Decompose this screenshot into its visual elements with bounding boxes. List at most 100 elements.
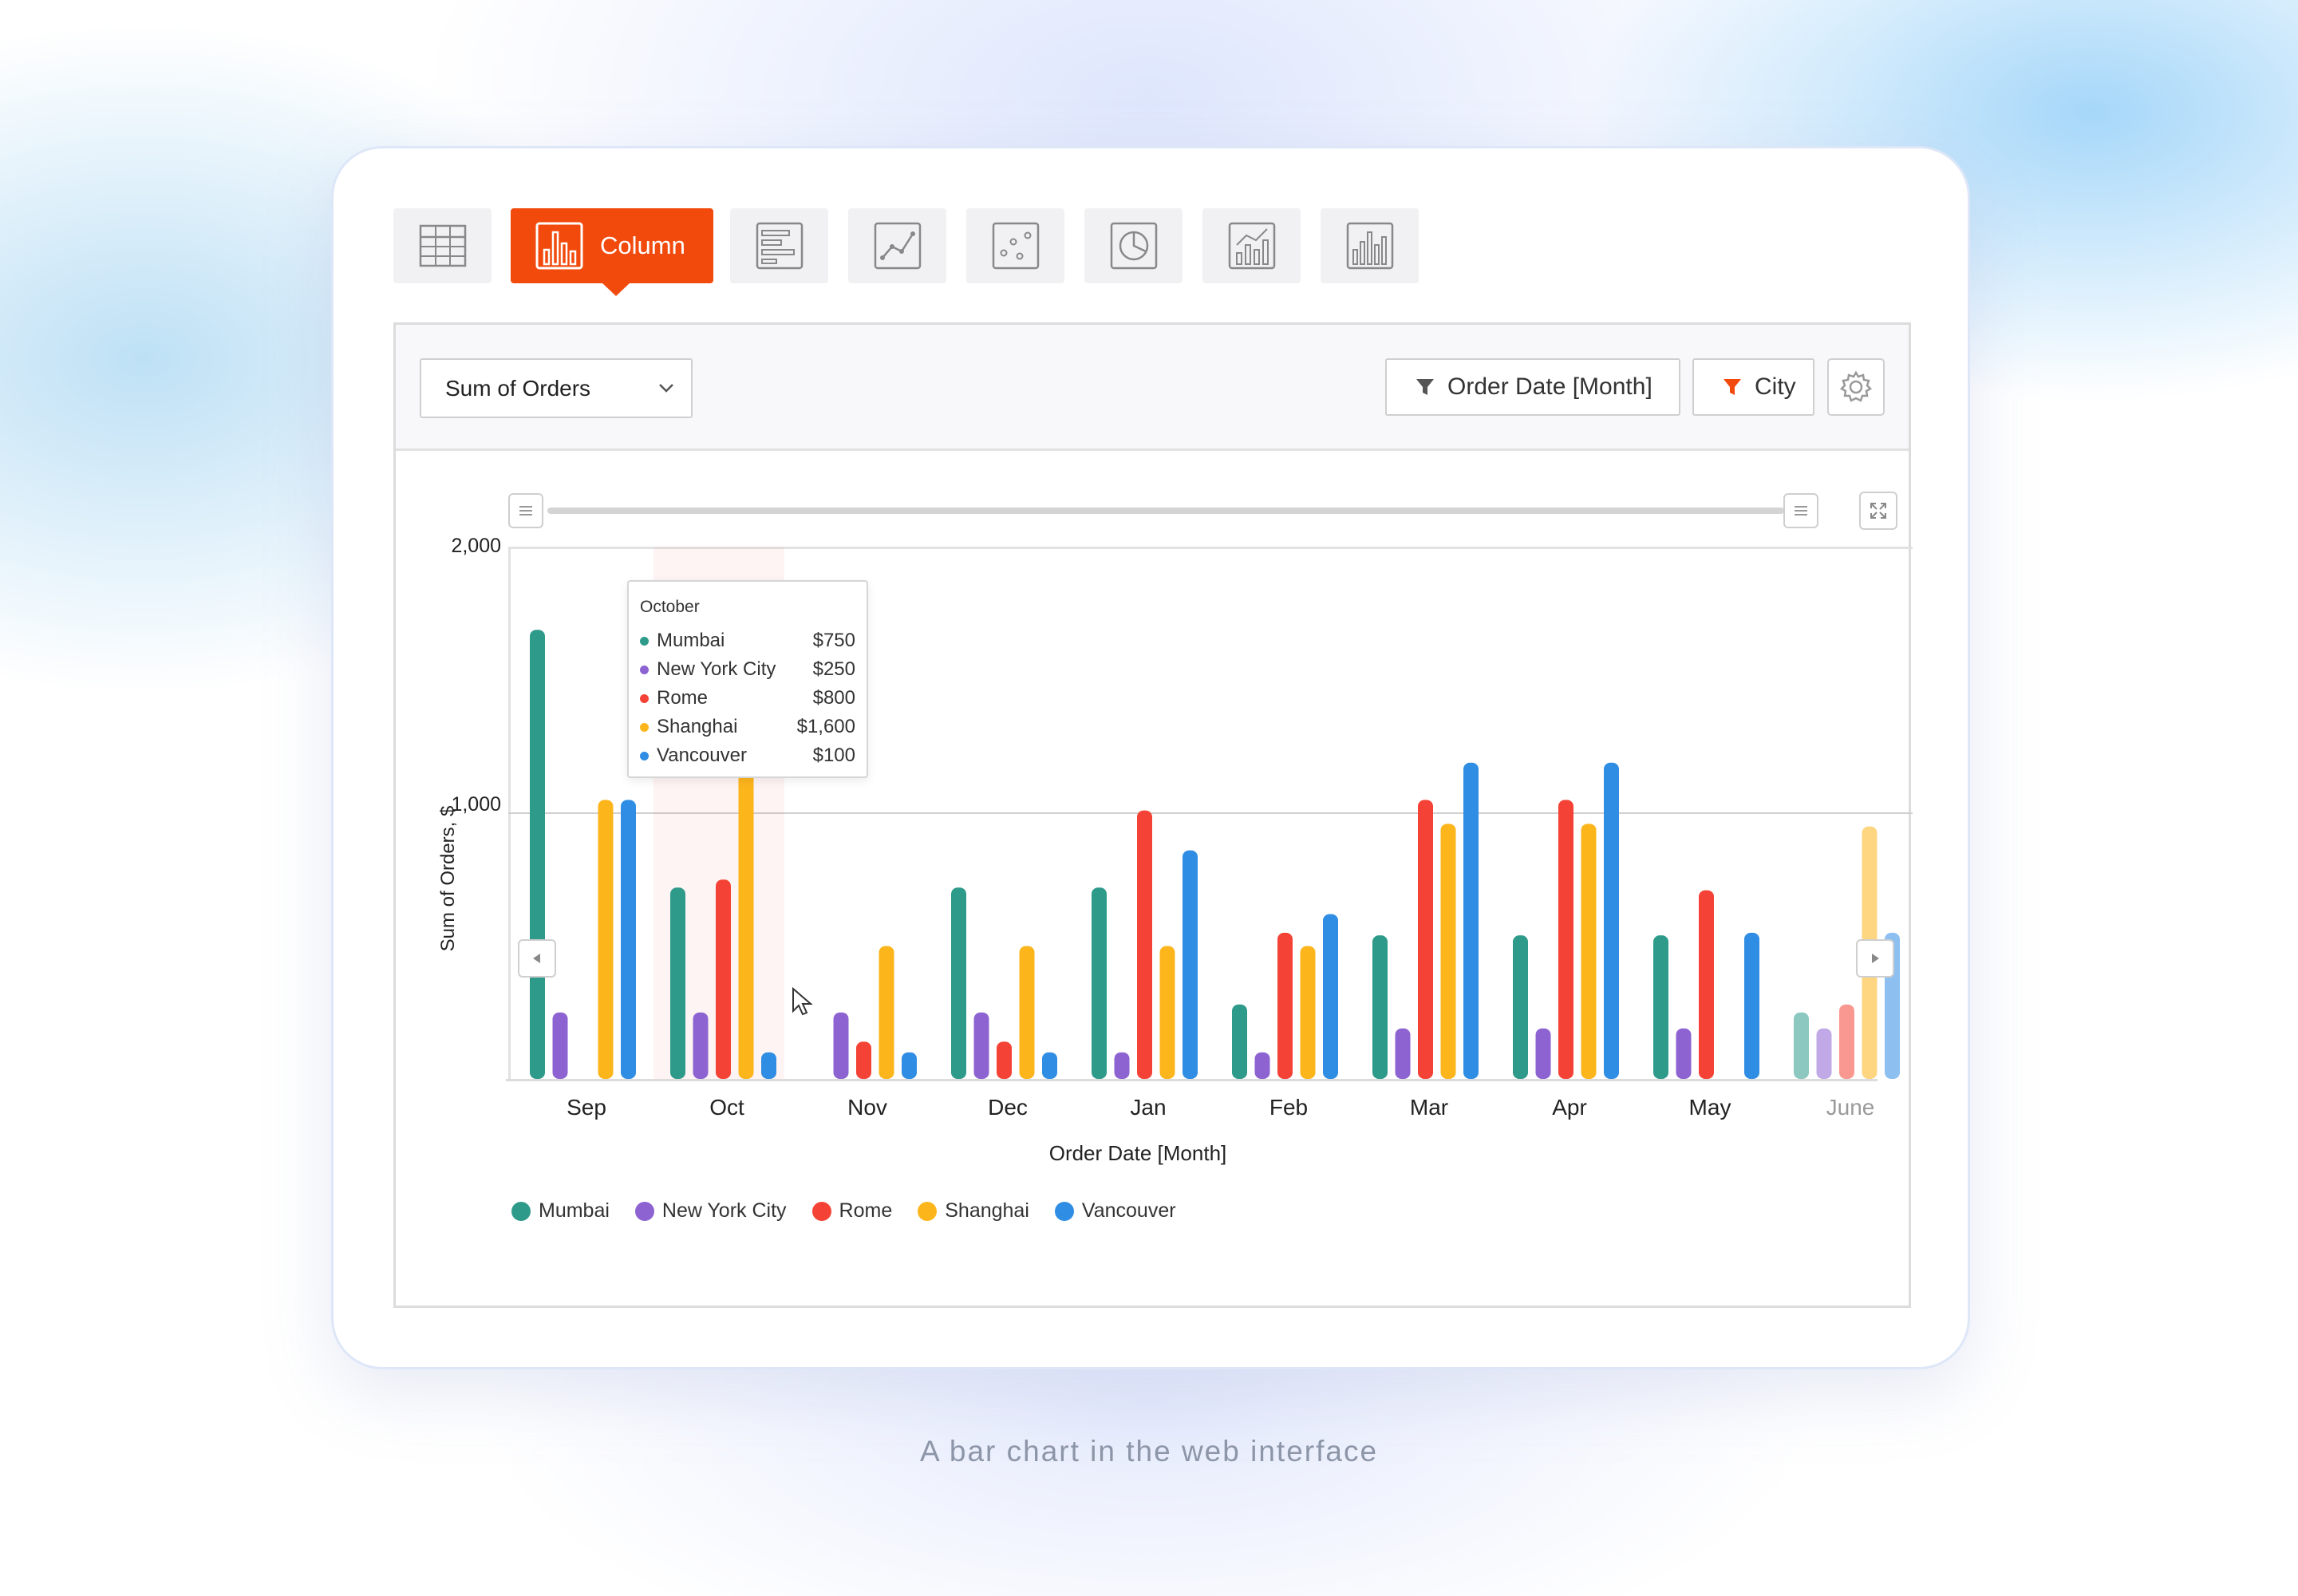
mouse-pointer-icon [792, 987, 813, 1016]
scroll-left-button[interactable] [518, 939, 556, 978]
order-date-filter[interactable]: Order Date [Month] [1385, 358, 1680, 416]
bar-shanghai-feb[interactable] [1300, 946, 1316, 1080]
measure-select[interactable]: Sum of Orders [420, 358, 693, 418]
bar-new-york-city-dec[interactable] [973, 1012, 989, 1079]
bar-new-york-city-may[interactable] [1676, 1028, 1692, 1079]
bar-new-york-city-nov[interactable] [833, 1012, 849, 1079]
bar-shanghai-jan[interactable] [1159, 946, 1175, 1080]
tooltip-row: Shanghai $1,600 [640, 713, 855, 741]
legend-swatch [918, 1201, 938, 1221]
pie-chart-button[interactable] [1084, 208, 1183, 283]
bar-vancouver-feb[interactable] [1323, 914, 1338, 1079]
x-tick-label: Jan [1130, 1095, 1166, 1120]
chart-legend: Mumbai New York City Rome Shanghai Vancouver [511, 1199, 1202, 1223]
bar-rome-jan[interactable] [1137, 810, 1152, 1079]
stacked-column-chart-button[interactable] [1321, 208, 1419, 283]
tooltip-row: New York City $250 [640, 655, 855, 684]
bar-mumbai-june[interactable] [1794, 1012, 1809, 1079]
bar-new-york-city-feb[interactable] [1254, 1052, 1270, 1079]
column-chart: Sep Oct Nov Dec Jan Feb Mar Apr May June [508, 547, 1913, 1120]
bar-rome-dec[interactable] [997, 1041, 1012, 1079]
bar-vancouver-may[interactable] [1744, 932, 1759, 1079]
bar-mumbai-jan[interactable] [1092, 887, 1107, 1079]
range-slider-track[interactable] [547, 508, 1784, 514]
bar-new-york-city-june[interactable] [1816, 1028, 1832, 1079]
y-tick-label: 2,000 [451, 535, 501, 557]
tooltip-swatch [640, 693, 649, 703]
legend-item[interactable]: Vancouver [1054, 1199, 1176, 1223]
bar-mumbai-oct[interactable] [670, 887, 685, 1079]
gear-icon [1839, 370, 1873, 402]
x-tick-label: Apr [1552, 1095, 1587, 1120]
bar-mumbai-sep[interactable] [530, 630, 545, 1079]
legend-swatch [811, 1201, 831, 1221]
tooltip-series-name: Rome [657, 687, 709, 709]
caret-left-icon [533, 954, 540, 963]
table-icon [419, 224, 466, 267]
bar-vancouver-dec[interactable] [1042, 1052, 1057, 1079]
tooltip-series-name: New York City [657, 658, 776, 680]
bar-rome-mar[interactable] [1418, 800, 1433, 1079]
fullscreen-button[interactable] [1859, 492, 1897, 530]
bar-mumbai-feb[interactable] [1232, 1004, 1247, 1079]
legend-item[interactable]: New York City [634, 1199, 787, 1223]
legend-label: Rome [839, 1199, 893, 1222]
line-chart-button[interactable] [848, 208, 946, 283]
bar-shanghai-nov[interactable] [879, 946, 894, 1080]
tooltip-swatch [640, 665, 649, 674]
bar-mumbai-mar[interactable] [1372, 935, 1388, 1079]
chart-header: Sum of Orders Order Date [Month] City [396, 325, 1909, 451]
bar-new-york-city-sep[interactable] [552, 1012, 568, 1079]
settings-button[interactable] [1827, 358, 1885, 416]
bar-mumbai-apr[interactable] [1513, 935, 1528, 1079]
legend-swatch [511, 1201, 531, 1221]
legend-item[interactable]: Mumbai [511, 1199, 610, 1223]
legend-label: New York City [661, 1199, 787, 1222]
bar-vancouver-sep[interactable] [621, 800, 636, 1079]
scroll-right-button[interactable] [1856, 939, 1894, 978]
range-slider-end-handle[interactable] [1783, 493, 1818, 528]
table-view-button[interactable] [393, 208, 492, 283]
scatter-chart-button[interactable] [966, 208, 1064, 283]
bar-rome-apr[interactable] [1558, 800, 1573, 1079]
bar-shanghai-apr[interactable] [1581, 824, 1597, 1079]
bar-mumbai-may[interactable] [1653, 935, 1668, 1079]
bar-new-york-city-apr[interactable] [1535, 1028, 1551, 1079]
tooltip-series-name: Shanghai [657, 716, 738, 737]
bar-shanghai-sep[interactable] [598, 800, 614, 1079]
bar-vancouver-nov[interactable] [902, 1052, 917, 1079]
bar-vancouver-mar[interactable] [1463, 762, 1479, 1079]
column-chart-button[interactable]: Column [511, 208, 713, 296]
bar-mumbai-dec[interactable] [951, 887, 966, 1079]
bar-new-york-city-mar[interactable] [1395, 1028, 1411, 1079]
bar-rome-may[interactable] [1699, 890, 1714, 1079]
city-filter[interactable]: City [1692, 358, 1814, 416]
bar-new-york-city-jan[interactable] [1114, 1052, 1130, 1079]
line-column-chart-button[interactable] [1202, 208, 1301, 283]
filter-icon [1416, 379, 1434, 395]
column-label: Column [600, 231, 685, 259]
legend-item[interactable]: Rome [811, 1199, 893, 1223]
x-tick-label: Nov [847, 1095, 887, 1120]
legend-label: Mumbai [539, 1199, 610, 1222]
bar-new-york-city-oct[interactable] [693, 1012, 709, 1079]
grip-icon [1795, 506, 1807, 516]
bar-rome-oct[interactable] [716, 879, 731, 1079]
tooltip-value: $750 [812, 630, 855, 651]
bar-vancouver-oct[interactable] [761, 1052, 776, 1079]
chart-tooltip: October Mumbai $750 New York City $250 Rome $… [627, 580, 868, 778]
legend-item[interactable]: Shanghai [918, 1199, 1029, 1223]
bar-chart-button[interactable] [730, 208, 828, 283]
tooltip-value: $100 [812, 745, 855, 766]
bar-shanghai-dec[interactable] [1019, 946, 1035, 1080]
bar-vancouver-jan[interactable] [1183, 850, 1198, 1079]
bar-rome-feb[interactable] [1277, 932, 1293, 1079]
bar-vancouver-apr[interactable] [1604, 762, 1619, 1079]
tooltip-swatch [640, 636, 649, 646]
bar-rome-june[interactable] [1839, 1004, 1854, 1079]
bar-shanghai-mar[interactable] [1440, 824, 1456, 1079]
bar-chart-icon [756, 222, 803, 270]
range-slider-start-handle[interactable] [508, 493, 543, 528]
line-column-chart-icon [1228, 222, 1275, 270]
bar-rome-nov[interactable] [856, 1041, 871, 1079]
